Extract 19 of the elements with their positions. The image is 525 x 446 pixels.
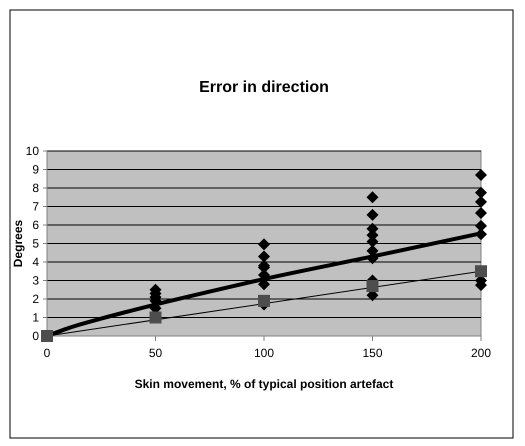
y-tick-label: 8 bbox=[32, 181, 40, 196]
y-axis-title: Degrees bbox=[11, 220, 25, 268]
x-tick-label: 0 bbox=[44, 346, 51, 360]
chart-title: Error in direction bbox=[199, 79, 329, 96]
y-tick-label: 9 bbox=[32, 162, 40, 177]
y-tick-label: 7 bbox=[32, 200, 40, 214]
x-tick-label: 100 bbox=[254, 346, 274, 360]
y-tick-label: 2 bbox=[32, 292, 40, 306]
x-axis-title: Skin movement, % of typical position artefact bbox=[134, 377, 394, 391]
x-tick-label: 200 bbox=[470, 346, 492, 360]
y-tick-label: 3 bbox=[32, 274, 40, 288]
y-tick-label: 5 bbox=[32, 236, 40, 251]
y-tick-label: 0 bbox=[32, 329, 40, 344]
y-tick-label: 10 bbox=[26, 144, 40, 158]
y-tick-label: 6 bbox=[32, 218, 40, 232]
x-tick-label: 150 bbox=[362, 346, 383, 360]
y-tick-label: 1 bbox=[32, 310, 40, 325]
y-tick-label: 4 bbox=[32, 255, 40, 270]
x-tick-label: 50 bbox=[148, 346, 162, 360]
